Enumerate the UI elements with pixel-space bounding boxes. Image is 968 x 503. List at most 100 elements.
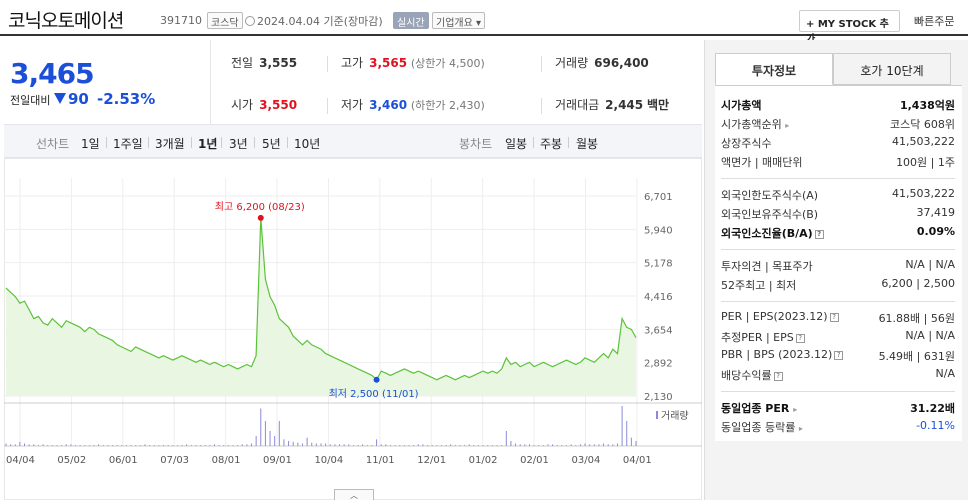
sector-per-value: 31.22배 (910, 402, 955, 415)
x-tick-label: 08/01 (212, 455, 241, 466)
pbr-bps-row: PBR | BPS (2023.12)? 5.49배 | 631원 (721, 348, 955, 367)
candle-chart-label: 봉차트 (459, 137, 493, 151)
quick-order-link[interactable]: 빠른주문 (914, 15, 955, 28)
open-value: 3,550 (259, 98, 298, 112)
divider (327, 98, 328, 114)
market-cap-rank-row[interactable]: 시가총액순위 ▸ 코스닥 608위 (721, 116, 955, 135)
price-chart[interactable]: 6,701 5,940 5,178 4,416 3,654 2,892 2,130 04/04… (4, 158, 702, 500)
help-icon[interactable]: ? (814, 230, 824, 239)
sector-per-row[interactable]: 동일업종 PER ▸ 31.22배 (721, 400, 955, 419)
tab-investment-info[interactable]: 투자정보 (715, 53, 833, 85)
foreign-limit-label: 외국인한도주식수(A) (721, 189, 819, 202)
foreign-ratio-label: 외국인소진율(B/A)? (721, 225, 824, 241)
high-label: 고가 (341, 56, 364, 70)
foreign-holding-label: 외국인보유주식수(B) (721, 208, 819, 221)
sector-rate-row[interactable]: 동일업종 등락률 ▸ -0.11% (721, 419, 955, 438)
chevron-right-icon: ▸ (798, 424, 803, 433)
sector-per-text: 동일업종 PER (721, 402, 790, 415)
per-eps-value: 61.88배 | 56원 (878, 312, 955, 325)
date-info: 2024.04.04 기준(장마감) (245, 13, 383, 29)
chevron-right-icon: ▸ (785, 121, 790, 130)
lower-limit: (하한가 2,430) (410, 99, 485, 112)
y-tick-label: 5,940 (644, 225, 673, 236)
realtime-button[interactable]: 실시간 (393, 12, 429, 29)
tab-weekly-candle[interactable]: 주봉 (540, 137, 563, 151)
foreign-ratio-text: 외국인소진율(B/A) (721, 227, 813, 240)
volume-legend-icon (656, 411, 658, 419)
market-cap-label: 시가총액 (721, 99, 762, 112)
stock-name: 코닉오토메이션 (8, 10, 124, 32)
chart-period-bar: 선차트 1일 1주일 3개월 1년 3년 5년 10년 봉차트 일봉 주봉 월봉 (4, 124, 702, 158)
market-cap-rank-label: 시가총액순위 ▸ (721, 116, 789, 132)
tab-1year[interactable]: 1년 (198, 137, 218, 151)
low-label: 저가 (341, 98, 364, 112)
per-eps-row: PER | EPS(2023.12)? 61.88배 | 56원 (721, 310, 955, 329)
stock-code: 391710 (160, 14, 202, 27)
dividend-row: 배당수익률? N/A (721, 367, 955, 386)
y-tick-label: 3,654 (644, 325, 673, 336)
52week-label: 52주최고 | 최저 (721, 279, 797, 292)
help-icon[interactable]: ? (829, 313, 839, 322)
price-change: 90 (54, 90, 89, 108)
divider (721, 249, 955, 250)
tab-daily-candle[interactable]: 일봉 (505, 137, 528, 151)
foreign-ratio-row: 외국인소진율(B/A)? 0.09% (721, 225, 955, 244)
help-icon[interactable]: ? (795, 334, 805, 343)
tab-3year[interactable]: 3년 (229, 137, 248, 151)
tab-3month[interactable]: 3개월 (155, 137, 185, 151)
help-icon[interactable]: ? (773, 372, 783, 381)
tab-5year[interactable]: 5년 (262, 137, 281, 151)
chevron-right-icon: ▸ (793, 405, 798, 414)
x-tick-label: 06/01 (109, 455, 138, 466)
x-tick-label: 03/04 (571, 455, 600, 466)
amount-unit: 백만 (646, 98, 670, 112)
divider (287, 137, 288, 148)
tab-1day[interactable]: 1일 (81, 137, 100, 151)
low-price: 저가 3,460 (하한가 2,430) (341, 96, 485, 113)
tab-10year[interactable]: 10년 (294, 137, 321, 151)
par-value-value: 100원 | 1주 (896, 156, 955, 169)
dividend-label: 배당수익률? (721, 367, 783, 383)
listed-shares-value: 41,503,222 (892, 135, 955, 148)
tab-monthly-candle[interactable]: 월봉 (576, 137, 599, 151)
divider (721, 301, 955, 302)
divider (541, 56, 542, 72)
current-price-box: 3,465 전일대비 90 -2.53% (4, 40, 210, 124)
add-mystock-button[interactable]: + MY STOCK 추가 (799, 10, 900, 45)
listed-shares-label: 상장주식수 (721, 137, 772, 150)
company-info-dropdown[interactable]: 기업개요 ▾ (432, 12, 485, 29)
y-tick-label: 2,130 (644, 392, 673, 403)
volume: 거래량 696,400 (555, 54, 649, 71)
x-tick-label: 10/04 (314, 455, 343, 466)
y-tick-label: 2,892 (644, 359, 673, 370)
per-eps-label: PER | EPS(2023.12)? (721, 310, 839, 323)
down-triangle-icon (54, 93, 66, 104)
low-value: 3,460 (369, 98, 408, 112)
pbr-bps-value: 5.49배 | 631원 (878, 350, 955, 363)
divider (533, 137, 534, 148)
help-icon[interactable]: ? (834, 351, 844, 360)
est-per-text: 추정PER | EPS (721, 331, 794, 344)
sector-per-label: 동일업종 PER ▸ (721, 400, 797, 416)
opinion-label: 투자의견 | 목표주가 (721, 260, 813, 273)
tab-1week[interactable]: 1주일 (113, 137, 143, 151)
foreign-limit-value: 41,503,222 (892, 187, 955, 200)
high-marker (257, 214, 264, 221)
tab-orderbook-10[interactable]: 호가 10단계 (833, 53, 951, 85)
dividend-text: 배당수익률 (721, 369, 772, 382)
52week-row: 52주최고 | 최저 6,200 | 2,500 (721, 277, 955, 296)
52week-value: 6,200 | 2,500 (881, 277, 955, 290)
chevron-up-icon[interactable]: ︿ (334, 489, 374, 500)
foreign-holding-row: 외국인보유주식수(B) 37,419 (721, 206, 955, 225)
est-per-label: 추정PER | EPS? (721, 329, 805, 345)
amount-value: 2,445 (605, 98, 644, 112)
dividend-value: N/A (935, 367, 955, 380)
volume-value: 696,400 (594, 56, 649, 70)
price-chart-svg[interactable]: 6,701 5,940 5,178 4,416 3,654 2,892 2,130 04/04… (4, 158, 702, 500)
rank-label-text: 시가총액순위 (721, 118, 782, 131)
trade-amount: 거래대금 2,445 백만 (555, 96, 669, 113)
foreign-holding-value: 37,419 (916, 206, 956, 219)
sector-rate-value: -0.11% (916, 419, 955, 432)
listed-shares-row: 상장주식수 41,503,222 (721, 135, 955, 154)
market-cap-row: 시가총액 1,438억원 (721, 97, 955, 116)
